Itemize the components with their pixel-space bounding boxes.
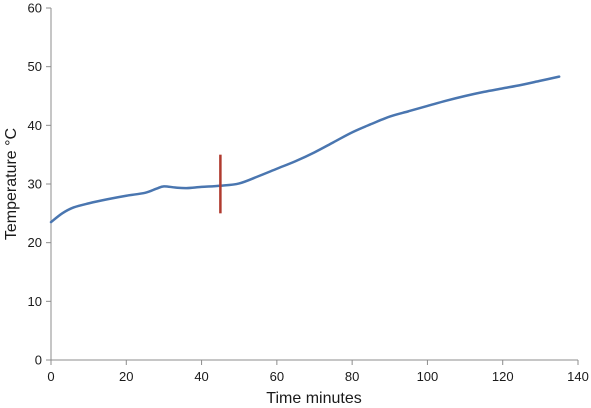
x-tick-label: 140 bbox=[567, 369, 589, 384]
x-tick-label: 40 bbox=[194, 369, 208, 384]
y-axis-ticks: 0 10 20 30 40 50 60 bbox=[28, 1, 51, 368]
x-tick-label: 80 bbox=[345, 369, 359, 384]
y-tick-label: 60 bbox=[28, 1, 42, 16]
y-tick-label: 50 bbox=[28, 59, 42, 74]
x-axis-title: Time minutes bbox=[266, 390, 361, 407]
x-tick-label: 20 bbox=[119, 369, 133, 384]
x-tick-label: 0 bbox=[47, 369, 54, 384]
y-tick-label: 10 bbox=[28, 294, 42, 309]
x-axis-ticks: 0 20 40 60 80 100 120 140 bbox=[47, 360, 589, 384]
y-tick-label: 40 bbox=[28, 118, 42, 133]
y-tick-label: 0 bbox=[35, 353, 42, 368]
y-tick-label: 20 bbox=[28, 235, 42, 250]
x-tick-label: 120 bbox=[492, 369, 514, 384]
y-tick-label: 30 bbox=[28, 177, 42, 192]
temperature-series-line bbox=[49, 75, 561, 224]
x-tick-label: 60 bbox=[270, 369, 284, 384]
y-axis-title: Temperature °C bbox=[3, 128, 20, 240]
x-tick-label: 100 bbox=[417, 369, 439, 384]
